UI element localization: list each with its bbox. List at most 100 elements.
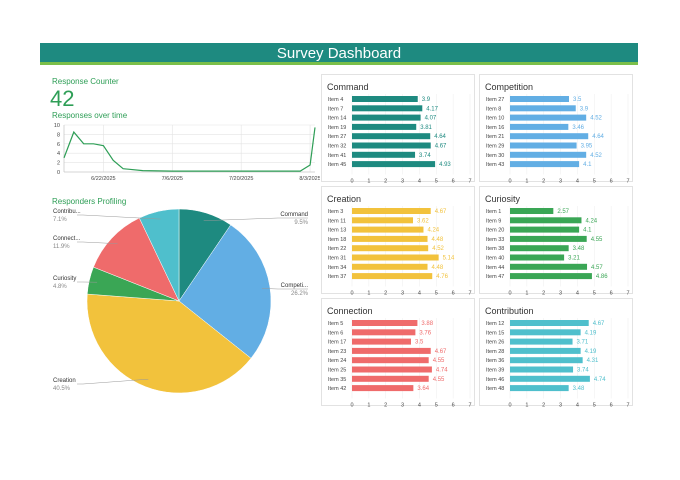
bar-value-label: 4.74 [436, 368, 448, 374]
bar [352, 123, 417, 130]
bar [352, 245, 429, 252]
bar-value-label: 3.64 [417, 386, 429, 392]
category-label: Item 46 [486, 377, 504, 383]
bar-value-label: 3.9 [580, 106, 589, 112]
category-label: Item 41 [328, 153, 346, 159]
bar [352, 161, 436, 168]
category-label: Item 45 [328, 162, 346, 168]
pie-leader-line [77, 378, 149, 385]
x-tick-label: 6 [610, 290, 613, 295]
y-tick-label: 4 [57, 151, 60, 157]
category-label: Item 19 [328, 125, 346, 131]
bar [510, 123, 569, 130]
bar-value-label: 3.5 [573, 97, 582, 103]
bar-value-label: 3.62 [417, 218, 429, 224]
category-label: Item 38 [486, 246, 504, 252]
dashboard-header: Survey Dashboard [40, 43, 638, 65]
bar [510, 385, 569, 392]
x-tick-label: 0 [350, 402, 353, 407]
bar-value-label: 4.93 [439, 162, 451, 168]
bar [510, 226, 580, 233]
bar-value-label: 4.86 [596, 274, 608, 280]
x-tick-label: 7 [468, 290, 471, 295]
x-tick-label: 4 [576, 290, 579, 295]
panel-title: Command [327, 82, 369, 92]
bar [352, 226, 424, 233]
x-tick-label: 4 [418, 402, 421, 407]
category-label: Item 1 [486, 209, 501, 215]
bar [510, 366, 574, 373]
panel-title: Creation [327, 194, 362, 204]
bar-value-label: 4.67 [435, 349, 447, 355]
x-tick-label: 2 [542, 402, 545, 407]
bar-value-label: 3.74 [419, 153, 431, 159]
pie-slice [86, 293, 252, 394]
category-label: Item 40 [486, 256, 504, 262]
panel-title: Contribution [485, 306, 534, 316]
x-tick-label: 7/20/2025 [229, 176, 253, 182]
bar [352, 208, 431, 214]
x-tick-label: 6 [452, 402, 455, 407]
bar-value-label: 4.67 [435, 209, 447, 215]
pie-slice-percent: 4.8% [53, 284, 67, 290]
x-tick-label: 6 [610, 178, 613, 183]
pie-slice [93, 217, 180, 302]
bar-value-label: 4.67 [435, 144, 447, 150]
bar [352, 235, 428, 242]
category-label: Item 6 [328, 330, 343, 336]
bar [510, 235, 587, 242]
category-label: Item 7 [328, 106, 343, 112]
category-label: Item 39 [486, 368, 504, 374]
bar-value-label: 4.19 [585, 330, 597, 336]
responders-pie-chart: Command 9.5% Competi... 26.2% Creation 40.5% C… [53, 208, 309, 394]
x-tick-label: 5 [435, 402, 438, 407]
pie-slice-label: Command [280, 212, 308, 218]
bar [352, 320, 418, 326]
bar [510, 245, 569, 252]
bar [352, 385, 414, 392]
category-label: Item 12 [486, 321, 504, 327]
x-tick-label: 7 [626, 290, 629, 295]
panel-creation: Creation 0 1 2 3 4 5 6 7 Item 3 4.67 Item 11 3.62 It… [321, 186, 475, 295]
pie-slice-percent: 11.9% [53, 244, 70, 250]
bar [352, 366, 432, 373]
bar [352, 254, 439, 261]
series-line [63, 127, 316, 172]
x-tick-label: 5 [593, 178, 596, 183]
x-tick-label: 3 [559, 178, 562, 183]
pie-slice-label: Curiosity [53, 276, 76, 282]
bar-value-label: 3.81 [420, 125, 432, 131]
category-label: Item 32 [328, 144, 346, 150]
x-tick-label: 7 [468, 178, 471, 183]
x-tick-label: 7/6/2025 [162, 176, 183, 182]
y-tick-label: 6 [57, 142, 60, 148]
bar-chart: 0 1 2 3 4 5 6 7 Item 3 4.67 Item 11 3.62 Item 13 4.24… [328, 206, 472, 295]
bar [352, 217, 414, 224]
bar-value-label: 4.76 [436, 274, 448, 280]
x-tick-label: 4 [576, 402, 579, 407]
y-tick-label: 0 [57, 170, 60, 176]
responses-line-chart: 0 2 4 6 8 10 6/22/2025 7/6/2025 7/20/2025 8/3/202… [54, 123, 320, 182]
panel-command: Command 0 1 2 3 4 5 6 7 Item 4 3.9 Item 7 4.17 Item … [321, 74, 475, 183]
x-tick-label: 1 [367, 402, 370, 407]
response-counter-label: Response Counter [52, 77, 119, 86]
x-tick-label: 0 [508, 290, 511, 295]
pie-leader-line [203, 217, 308, 221]
bar-value-label: 5.14 [443, 256, 455, 262]
bar-value-label: 4.52 [590, 116, 602, 122]
x-tick-label: 3 [401, 290, 404, 295]
x-tick-label: 0 [508, 178, 511, 183]
category-label: Item 42 [328, 386, 346, 392]
x-tick-label: 1 [525, 290, 528, 295]
category-label: Item 5 [328, 321, 343, 327]
category-label: Item 24 [328, 358, 346, 364]
bar-value-label: 4.17 [426, 106, 438, 112]
bar-chart: 0 1 2 3 4 5 6 7 Item 12 4.67 Item 15 4.19 Item 26 3.7… [486, 318, 630, 407]
category-label: Item 30 [486, 153, 504, 159]
bar [352, 142, 431, 149]
category-label: Item 47 [486, 274, 504, 280]
bar [510, 217, 582, 224]
x-tick-label: 0 [350, 290, 353, 295]
bar-value-label: 4.19 [585, 349, 597, 355]
x-tick-label: 0 [508, 402, 511, 407]
